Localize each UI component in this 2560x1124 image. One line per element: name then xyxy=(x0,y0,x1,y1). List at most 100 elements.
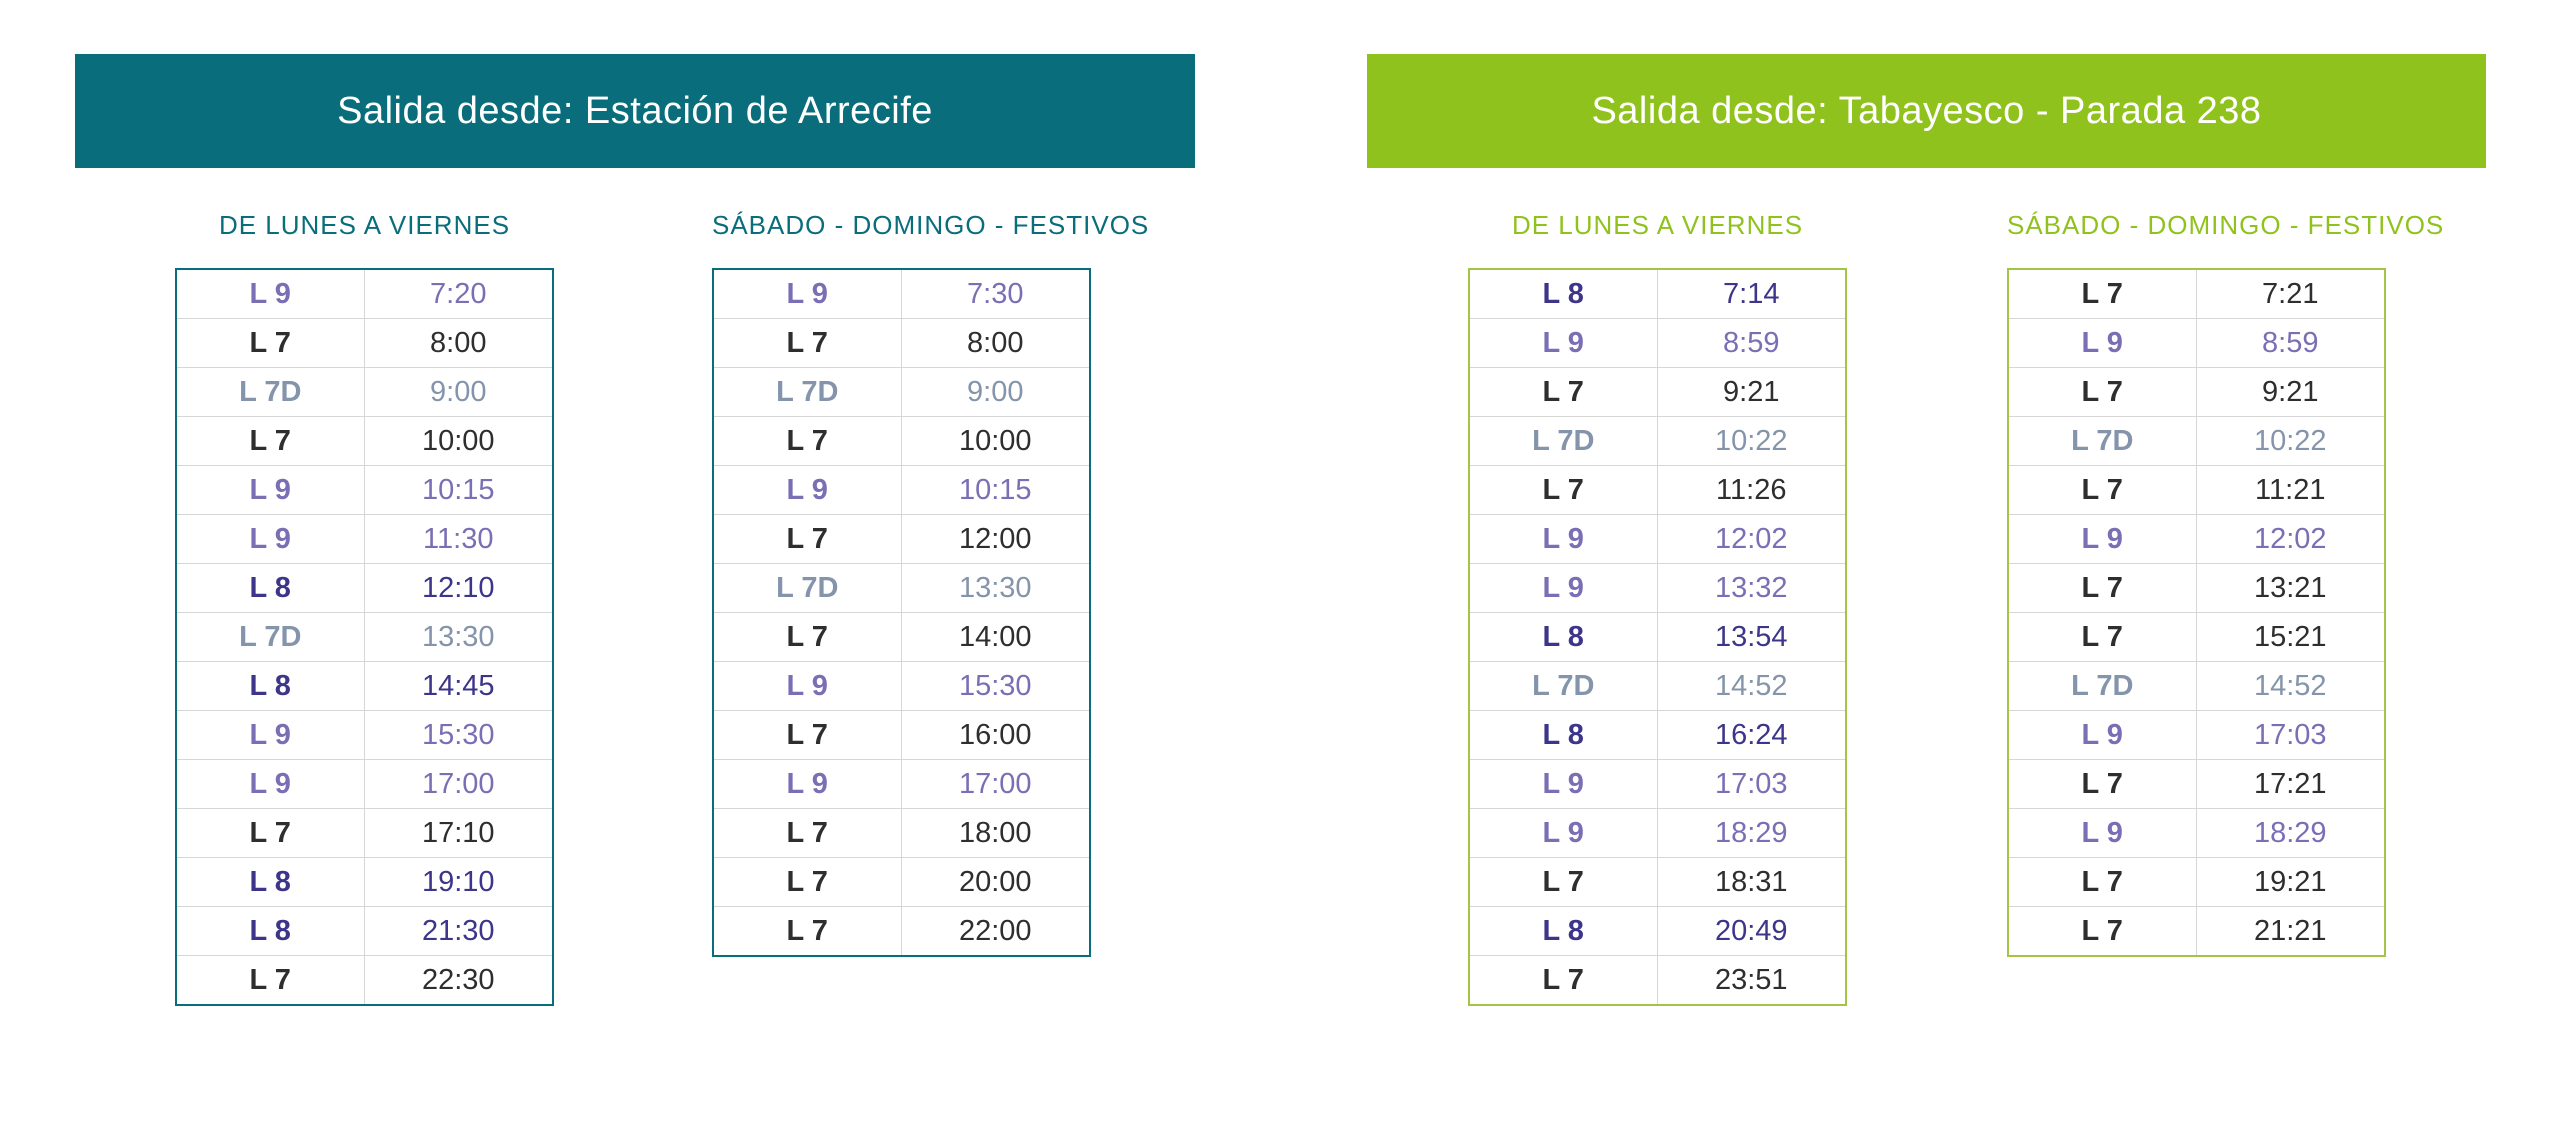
time-cell: 11:21 xyxy=(2255,473,2326,506)
table-row: L 8 12:10 xyxy=(177,563,552,612)
line-cell: L 9 xyxy=(177,711,365,759)
time-cell: 18:29 xyxy=(1714,816,1788,849)
line-cell: L 7 xyxy=(714,319,902,367)
departure-header-arrecife: Salida desde: Estación de Arrecife xyxy=(75,54,1195,168)
time-cell: 7:14 xyxy=(1723,277,1780,310)
line-cell: L 9 xyxy=(714,662,902,710)
line-cell: L 7 xyxy=(177,956,365,1004)
time-cell: 13:32 xyxy=(1714,571,1788,604)
table-row: L 8 7:14 xyxy=(1470,270,1845,318)
time-cell: 17:03 xyxy=(1714,767,1788,800)
time-cell: 10:00 xyxy=(421,424,495,457)
line-cell: L 7 xyxy=(714,613,902,661)
timetable-arrecife-weekday: L 9 7:20 L 7 8:00 L 7D 9:00 L 7 10:00 L 9 10:15 L … xyxy=(175,268,554,1006)
line-cell: L 7 xyxy=(714,809,902,857)
table-row: L 8 20:49 xyxy=(1470,906,1845,955)
table-row: L 7 12:00 xyxy=(714,514,1089,563)
line-cell: L 9 xyxy=(2009,515,2197,563)
time-cell: 18:29 xyxy=(2253,816,2327,849)
time-cell: 10:22 xyxy=(2253,424,2327,457)
line-cell: L 8 xyxy=(1470,711,1658,759)
line-cell: L 9 xyxy=(1470,809,1658,857)
table-row: L 7 21:21 xyxy=(2009,906,2384,955)
time-cell: 11:26 xyxy=(1716,473,1787,506)
table-row: L 9 17:00 xyxy=(177,759,552,808)
table-title-weekend: SÁBADO - DOMINGO - FESTIVOS xyxy=(712,210,1150,240)
time-cell: 10:00 xyxy=(958,424,1032,457)
line-cell: L 9 xyxy=(1470,515,1658,563)
time-cell: 8:00 xyxy=(430,326,487,359)
table-row: L 7 10:00 xyxy=(714,416,1089,465)
time-cell: 14:52 xyxy=(1714,669,1788,702)
table-row: L 7D 9:00 xyxy=(714,367,1089,416)
line-cell: L 9 xyxy=(177,515,365,563)
line-cell: L 9 xyxy=(2009,809,2197,857)
line-cell: L 7 xyxy=(1470,466,1658,514)
time-cell: 18:00 xyxy=(958,816,1032,849)
table-row: L 7D 10:22 xyxy=(1470,416,1845,465)
table-row: L 8 13:54 xyxy=(1470,612,1845,661)
table-row: L 8 14:45 xyxy=(177,661,552,710)
line-cell: L 7 xyxy=(2009,760,2197,808)
line-cell: L 8 xyxy=(177,907,365,955)
time-cell: 19:10 xyxy=(421,865,495,898)
table-row: L 8 21:30 xyxy=(177,906,552,955)
line-cell: L 7 xyxy=(177,417,365,465)
time-cell: 23:51 xyxy=(1714,963,1788,996)
table-row: L 7 15:21 xyxy=(2009,612,2384,661)
table-title-weekday: DE LUNES A VIERNES xyxy=(1511,210,1804,240)
table-row: L 7 22:30 xyxy=(177,955,552,1004)
line-cell: L 8 xyxy=(1470,907,1658,955)
line-cell: L 7D xyxy=(177,368,365,416)
time-cell: 10:15 xyxy=(958,473,1032,506)
time-cell: 13:54 xyxy=(1714,620,1788,653)
line-cell: L 7D xyxy=(177,613,365,661)
time-cell: 15:30 xyxy=(958,669,1032,702)
line-cell: L 9 xyxy=(177,760,365,808)
time-cell: 12:02 xyxy=(2253,522,2327,555)
table-row: L 7 9:21 xyxy=(1470,367,1845,416)
table-title-weekend: SÁBADO - DOMINGO - FESTIVOS xyxy=(2007,210,2445,240)
time-cell: 18:31 xyxy=(1714,865,1788,898)
line-cell: L 7 xyxy=(714,515,902,563)
line-cell: L 7 xyxy=(714,858,902,906)
line-cell: L 9 xyxy=(714,466,902,514)
table-row: L 7 18:31 xyxy=(1470,857,1845,906)
line-cell: L 7 xyxy=(2009,564,2197,612)
table-row: L 7D 14:52 xyxy=(1470,661,1845,710)
line-cell: L 7D xyxy=(2009,662,2197,710)
time-cell: 22:00 xyxy=(958,914,1032,947)
time-cell: 14:45 xyxy=(421,669,495,702)
table-row: L 9 8:59 xyxy=(2009,318,2384,367)
departure-header-tabayesco: Salida desde: Tabayesco - Parada 238 xyxy=(1367,54,2486,168)
table-row: L 7 19:21 xyxy=(2009,857,2384,906)
table-row: L 9 18:29 xyxy=(2009,808,2384,857)
time-cell: 7:20 xyxy=(430,277,487,310)
line-cell: L 9 xyxy=(177,270,365,318)
time-cell: 17:03 xyxy=(2253,718,2327,751)
table-row: L 7 11:26 xyxy=(1470,465,1845,514)
line-cell: L 7 xyxy=(714,417,902,465)
tabayesco-weekday-group: DE LUNES A VIERNES L 8 7:14 L 9 8:59 L 7 9:21… xyxy=(1468,206,1847,1006)
time-cell: 9:00 xyxy=(430,375,487,408)
table-row: L 7D 13:30 xyxy=(177,612,552,661)
line-cell: L 7 xyxy=(177,319,365,367)
line-cell: L 7 xyxy=(177,809,365,857)
table-row: L 9 10:15 xyxy=(714,465,1089,514)
line-cell: L 7D xyxy=(1470,662,1658,710)
table-row: L 7D 9:00 xyxy=(177,367,552,416)
line-cell: L 7 xyxy=(2009,907,2197,955)
table-row: L 7 8:00 xyxy=(177,318,552,367)
time-cell: 13:30 xyxy=(958,571,1032,604)
time-cell: 8:59 xyxy=(1723,326,1780,359)
table-row: L 9 18:29 xyxy=(1470,808,1845,857)
table-title-weekday: DE LUNES A VIERNES xyxy=(218,210,511,240)
time-cell: 21:21 xyxy=(2253,914,2327,947)
line-cell: L 7 xyxy=(1470,858,1658,906)
table-row: L 9 12:02 xyxy=(1470,514,1845,563)
line-cell: L 9 xyxy=(2009,319,2197,367)
line-cell: L 7D xyxy=(2009,417,2197,465)
line-cell: L 8 xyxy=(1470,270,1658,318)
table-row: L 9 17:03 xyxy=(1470,759,1845,808)
